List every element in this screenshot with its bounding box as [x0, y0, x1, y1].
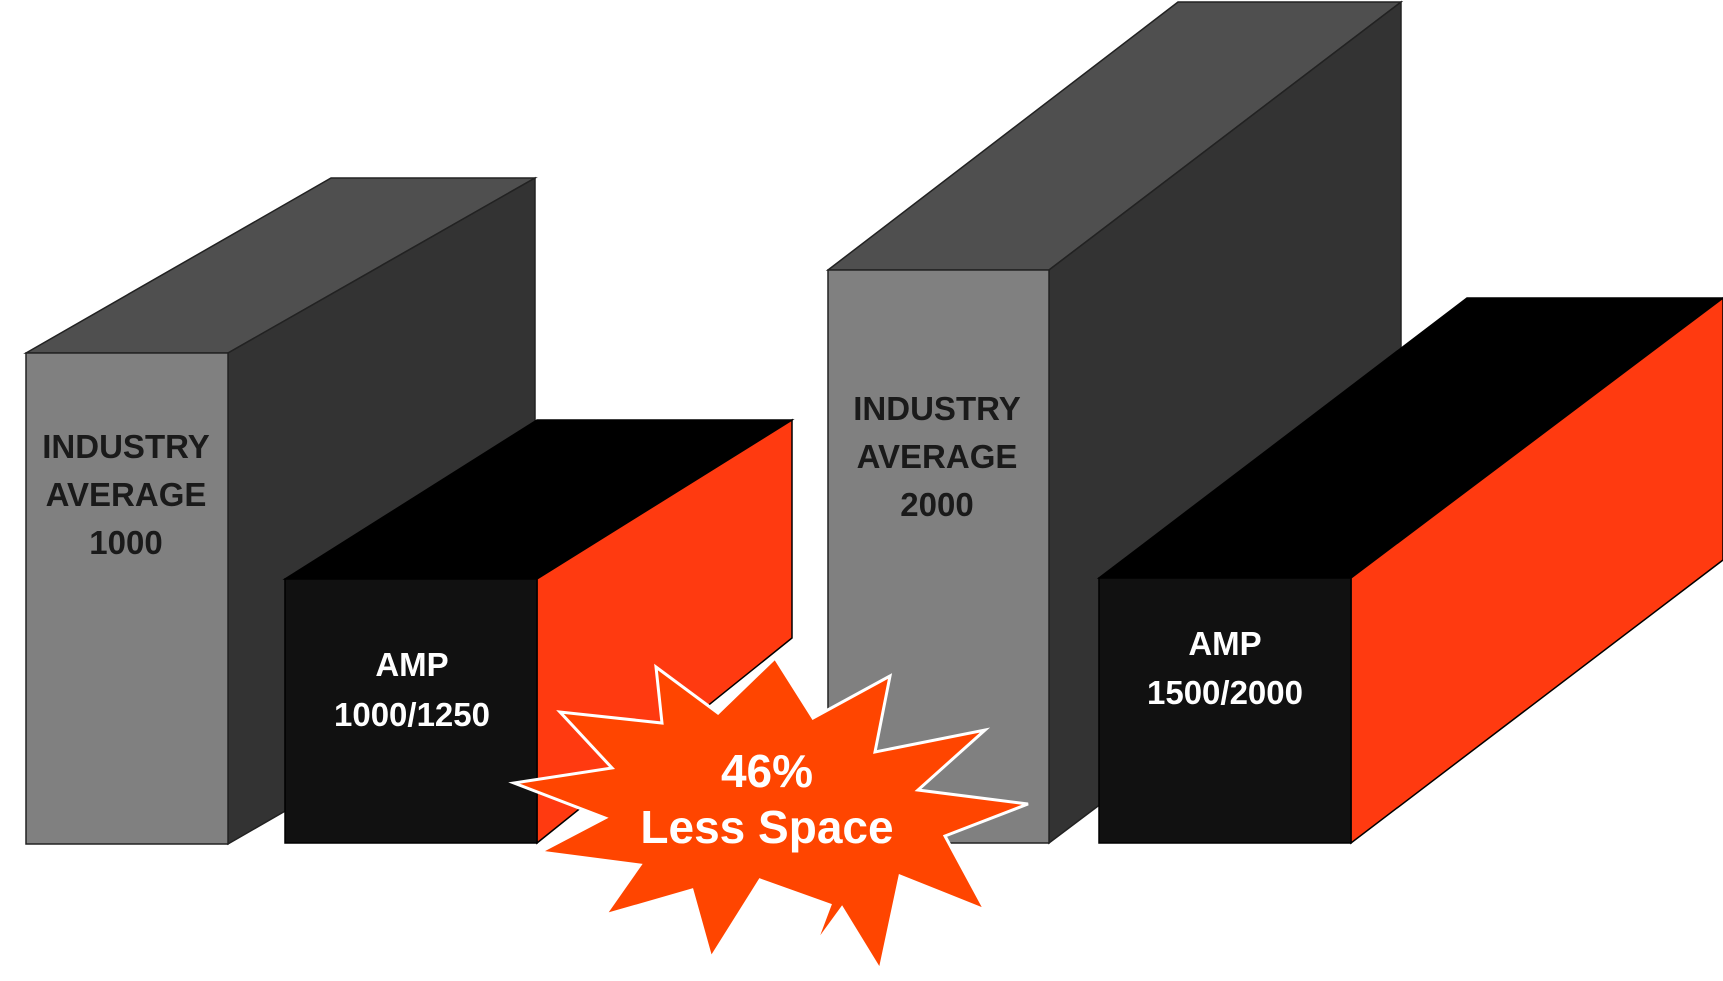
burst-less-space-text: Less Space [640, 801, 893, 853]
amp-1500-front-face [1098, 577, 1352, 844]
amp-1000-label-line2: 1000/1250 [334, 696, 490, 733]
industry-2000-label-line3: 2000 [900, 486, 973, 523]
amp-1500-label-line2: 1500/2000 [1147, 674, 1303, 711]
amp-1000-front-face [284, 578, 538, 844]
amp-1500-label-line1: AMP [1188, 625, 1261, 662]
industry-1000-label-line2: AVERAGE [46, 476, 207, 513]
industry-2000-label-line2: AVERAGE [857, 438, 1018, 475]
savings-starburst: 46% Less Space [508, 655, 1029, 974]
industry-1000-label-line1: INDUSTRY [42, 428, 209, 465]
industry-1000-label-line3: 1000 [89, 524, 162, 561]
starburst-shape [508, 655, 1029, 974]
amp-1000-1250-box: AMP 1000/1250 [282, 418, 795, 845]
burst-percent-text: 46% [721, 745, 813, 797]
industry-2000-label-line1: INDUSTRY [853, 390, 1020, 427]
amp-1500-2000-box: AMP 1500/2000 [1096, 297, 1723, 845]
industry-1000-front-face [25, 352, 229, 845]
amp-1000-label-line1: AMP [375, 646, 448, 683]
